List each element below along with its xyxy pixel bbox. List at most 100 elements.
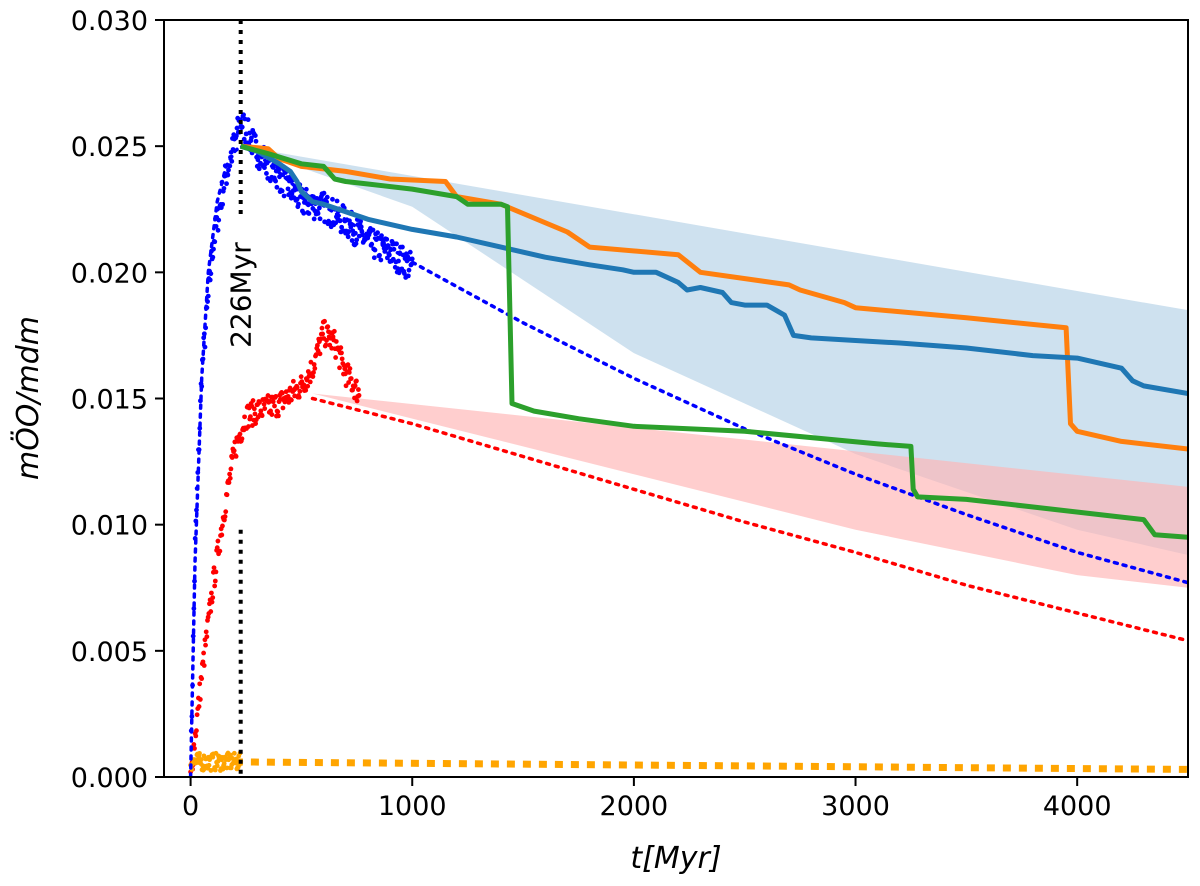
red-scatter-point <box>305 383 311 389</box>
red-scatter-point <box>347 366 353 371</box>
red-scatter-point <box>307 379 313 385</box>
blue-scatter-point <box>245 117 251 123</box>
blue-uncertainty-band <box>240 146 1188 555</box>
blue-scatter-point <box>274 184 280 190</box>
blue-scatter-point <box>337 218 343 224</box>
blue-scatter-point <box>386 252 392 258</box>
blue-scatter-point <box>353 241 359 246</box>
red-scatter-point <box>242 414 247 420</box>
blue-scatter-point <box>317 216 323 222</box>
blue-scatter-point <box>377 252 382 258</box>
x-axis-label: t[Myr] <box>630 841 721 876</box>
red-scatter-point <box>246 424 251 429</box>
red-scatter-point <box>275 409 281 415</box>
blue-scatter-point <box>294 196 300 202</box>
red-scatter-point <box>325 324 331 330</box>
red-scatter-point <box>209 599 215 605</box>
blue-scatter-point <box>212 239 218 245</box>
blue-scatter-point <box>247 130 252 136</box>
blue-scatter-point <box>194 507 199 513</box>
blue-scatter-point <box>224 181 229 187</box>
blue-scatter-point <box>253 138 259 144</box>
red-scatter-point <box>194 728 199 734</box>
blue-scatter-point <box>311 216 317 222</box>
red-scatter-point <box>259 413 265 419</box>
red-scatter-point <box>226 480 232 485</box>
red-scatter-point <box>217 548 223 554</box>
red-scatter-point <box>201 663 207 668</box>
blue-scatter-point <box>221 185 227 191</box>
red-scatter-point <box>319 325 325 331</box>
red-scatter-point <box>324 338 329 343</box>
red-scatter-point <box>333 339 339 344</box>
x-tick-label: 3000 <box>821 791 890 822</box>
red-scatter-point <box>322 318 327 324</box>
blue-scatter-point <box>220 201 226 207</box>
orange-scatter-point <box>197 750 202 756</box>
red-scatter-point <box>354 378 359 384</box>
red-scatter-point <box>227 471 233 477</box>
blue-scatter-point <box>384 236 390 242</box>
y-axis-label: mÖO/mdm <box>10 316 46 480</box>
blue-scatter-point <box>315 211 321 216</box>
orange-scatter-point <box>198 757 204 762</box>
blue-scatter-point <box>281 193 287 199</box>
red-scatter-point <box>339 356 345 362</box>
red-scatter-point <box>210 595 216 601</box>
blue-scatter-point <box>255 157 261 163</box>
blue-scatter-point <box>190 633 196 639</box>
red-scatter-point <box>200 659 206 665</box>
x-tick-label: 2000 <box>600 791 669 822</box>
blue-scatter-point <box>400 244 405 250</box>
red-scatter-point <box>223 509 229 515</box>
red-scatter-point <box>355 387 361 392</box>
blue-scatter-point <box>354 237 360 243</box>
red-scatter-point <box>273 394 279 399</box>
blue-scatter-point <box>405 273 411 279</box>
red-scatter-point <box>257 399 262 405</box>
orange-scatter-point <box>221 761 227 766</box>
red-scatter-point <box>228 466 234 472</box>
blue-scatter-point <box>215 227 221 233</box>
blue-scatter-point <box>370 227 376 233</box>
blue-scatter-point <box>306 211 312 216</box>
red-scatter-point <box>331 328 337 334</box>
blue-scatter-point <box>234 125 240 131</box>
blue-scatter-point <box>369 241 375 247</box>
red-scatter-point <box>312 366 318 371</box>
red-scatter-point <box>194 712 200 718</box>
orange-scatter-point <box>212 767 218 773</box>
red-scatter-point <box>237 431 243 437</box>
red-scatter-point <box>337 365 342 371</box>
blue-scatter-point <box>375 230 380 236</box>
red-scatter-point <box>250 398 256 403</box>
red-scatter-point <box>301 382 307 388</box>
green-line <box>240 143 1188 540</box>
red-scatter-point <box>253 421 259 426</box>
red-scatter-point <box>354 398 360 404</box>
red-scatter-point <box>219 532 225 538</box>
red-scatter-point <box>289 397 294 403</box>
blue-scatter-point <box>371 255 377 261</box>
blue-scatter-point <box>303 186 309 192</box>
blue-scatter-point <box>252 133 258 139</box>
red-scatter-point <box>231 448 237 454</box>
red-scatter-point <box>239 436 245 442</box>
y-tick-label: 0.015 <box>71 385 148 416</box>
blue-scatter-point <box>407 249 413 255</box>
red-scatter-point <box>213 569 219 575</box>
blue-scatter-point <box>264 171 269 176</box>
red-scatter-point <box>224 492 230 498</box>
red-scatter-point <box>279 390 285 396</box>
orange-scatter-point <box>206 762 212 768</box>
blue-dotted-fit <box>188 144 1188 777</box>
blue-scatter-point <box>352 230 358 236</box>
blue-scatter-point <box>225 172 231 178</box>
red-scatter-point <box>356 393 362 398</box>
blue-scatter-point <box>339 224 345 230</box>
red-scatter-point <box>346 380 352 385</box>
y-tick-label: 0.005 <box>71 637 148 668</box>
blue-scatter-point <box>409 256 415 262</box>
blue-scatter-point <box>216 217 222 223</box>
